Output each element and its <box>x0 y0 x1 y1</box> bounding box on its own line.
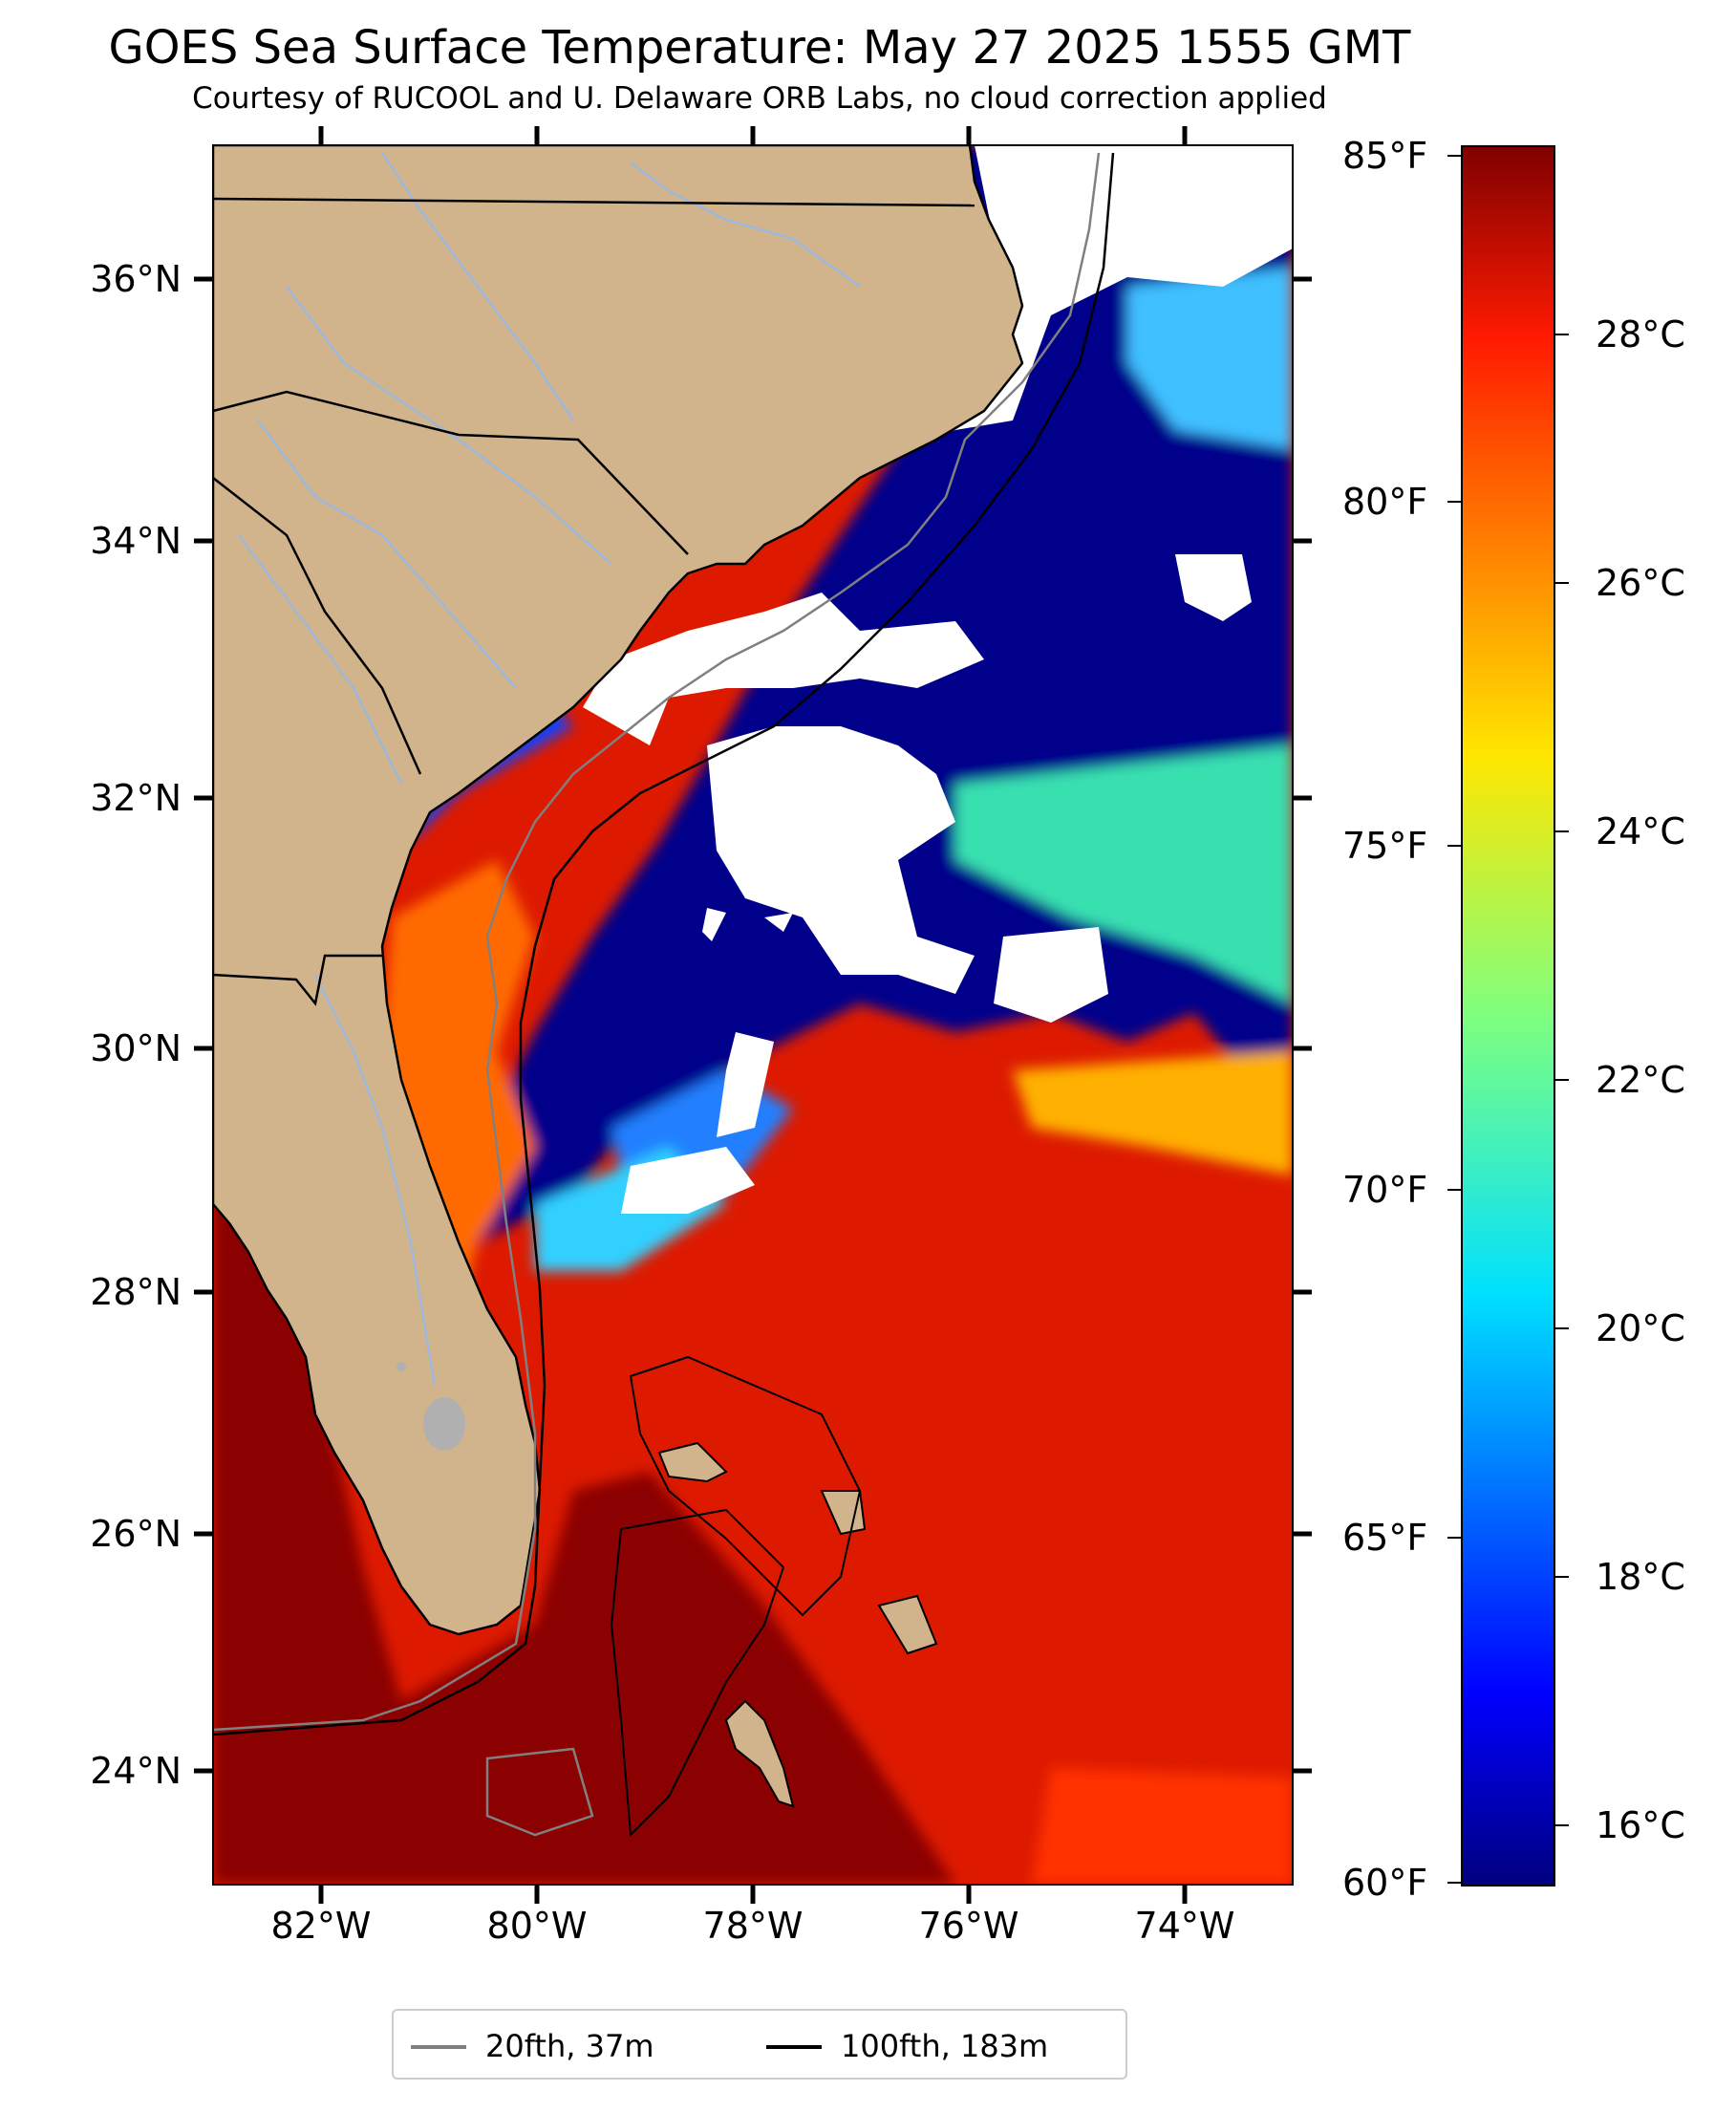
lat-label: 28°N <box>90 1271 182 1313</box>
lat-label: 24°N <box>90 1750 182 1792</box>
lat-label: 36°N <box>90 258 182 300</box>
lat-label: 30°N <box>90 1027 182 1069</box>
lon-label: 82°W <box>270 1905 372 1947</box>
bahamas <box>657 1441 938 1808</box>
colorbar-fahrenheit-label: 85°F <box>1342 135 1428 177</box>
legend-line-gray <box>411 2045 466 2049</box>
lat-label: 32°N <box>90 777 182 819</box>
lon-tick-marks <box>318 126 1188 1904</box>
colorbar-celsius-label: 20°C <box>1596 1307 1685 1349</box>
colorbar-celsius-label: 16°C <box>1596 1804 1685 1846</box>
lon-label: 76°W <box>918 1905 1019 1947</box>
isobath-20fth <box>213 152 1101 1732</box>
colorbar-celsius-label: 26°C <box>1596 562 1685 604</box>
legend-line-black <box>766 2045 822 2049</box>
cloud-cover <box>583 145 1293 1214</box>
isobath-100fth <box>213 152 1115 1736</box>
legend: 20fth, 37m 100fth, 183m <box>392 2009 1127 2080</box>
lon-label: 74°W <box>1134 1905 1235 1947</box>
legend-label: 100fth, 183m <box>841 2028 1049 2064</box>
colorbar-celsius-label: 22°C <box>1596 1059 1685 1101</box>
land-mass <box>213 145 1024 1636</box>
map-subtitle: Courtesy of RUCOOL and U. Delaware ORB L… <box>192 81 1327 116</box>
lat-label: 26°N <box>90 1513 182 1555</box>
colorbar-fahrenheit-label: 75°F <box>1342 825 1428 867</box>
lakes <box>396 1362 465 1451</box>
lon-label: 78°W <box>702 1905 804 1947</box>
legend-label: 20fth, 37m <box>485 2028 654 2064</box>
colorbar-ticks <box>1447 155 1569 1884</box>
lat-tick-marks <box>194 276 1312 1774</box>
colorbar-fahrenheit-label: 65°F <box>1342 1517 1428 1559</box>
colorbar-celsius-label: 28°C <box>1596 313 1685 356</box>
colorbar <box>1461 145 1555 1887</box>
colorbar-celsius-label: 18°C <box>1596 1556 1685 1598</box>
lon-label: 80°W <box>486 1905 588 1947</box>
state-borders <box>213 197 975 1006</box>
colorbar-celsius-label: 24°C <box>1596 810 1685 852</box>
rivers <box>238 152 861 1387</box>
colorbar-fahrenheit-label: 60°F <box>1342 1862 1428 1904</box>
map-title: GOES Sea Surface Temperature: May 27 202… <box>108 21 1411 75</box>
colorbar-fahrenheit-label: 80°F <box>1342 481 1428 523</box>
lat-label: 34°N <box>90 520 182 562</box>
map-panel <box>213 145 1293 1885</box>
colorbar-fahrenheit-label: 70°F <box>1342 1169 1428 1211</box>
